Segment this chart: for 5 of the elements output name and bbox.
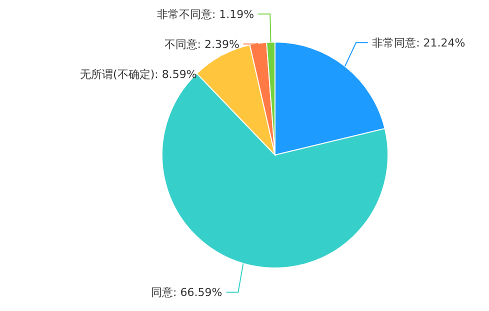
slice-label: 非常同意: 21.24% — [372, 36, 466, 50]
slice-label: 同意: 66.59% — [151, 286, 222, 300]
slice-label: 非常不同意: 1.19% — [156, 8, 254, 21]
slice-label: 无所谓(不确定): 8.59% — [80, 68, 197, 81]
slice-label: 不同意: 2.39% — [164, 38, 240, 51]
